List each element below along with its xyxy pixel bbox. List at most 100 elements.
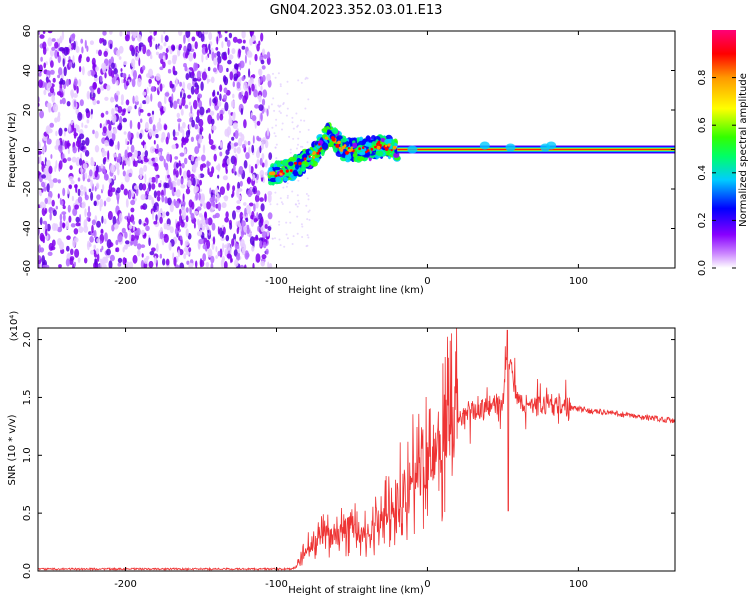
x-tick-label: 0 [424, 579, 430, 590]
signal-core [274, 174, 278, 178]
noise-blob [163, 182, 168, 189]
noise-blob [261, 65, 266, 70]
noise-blob [224, 31, 228, 34]
noise-speckle [274, 76, 277, 79]
noise-blob [63, 66, 67, 77]
noise-blob [225, 234, 230, 242]
signal-core [390, 149, 393, 152]
noise-speckle [278, 220, 281, 223]
y-tick-label: -40 [22, 220, 33, 236]
noise-blob [158, 182, 162, 188]
noise-blob [179, 262, 185, 268]
noise-blob [108, 178, 112, 183]
noise-speckle [270, 103, 273, 106]
noise-blob [118, 122, 123, 131]
noise-blob [192, 77, 198, 82]
noise-blob [210, 255, 215, 264]
noise-blob [58, 127, 63, 137]
noise-blob [44, 207, 48, 214]
noise-blob [48, 165, 53, 174]
noise-blob [256, 120, 261, 126]
noise-blob [227, 59, 232, 65]
noise-blob [149, 31, 153, 34]
noise-blob [231, 238, 235, 247]
noise-blob [241, 242, 247, 253]
noise-blob [212, 189, 215, 194]
signal-core [282, 172, 285, 175]
noise-blob [138, 182, 144, 191]
noise-blob [114, 95, 119, 102]
noise-blob [137, 77, 142, 88]
noise-speckle [297, 199, 300, 202]
noise-blob [221, 202, 227, 209]
noise-blob [258, 94, 262, 103]
noise-blob [157, 101, 162, 109]
colorbar-label: Normalized spectral amplitude [738, 73, 749, 227]
noise-blob [201, 53, 204, 63]
colorbar-tick-label: 0.0 [697, 260, 708, 276]
noise-blob [169, 80, 173, 88]
noise-blob [41, 181, 45, 188]
noise-speckle [275, 143, 278, 146]
noise-blob [152, 37, 156, 42]
noise-blob [237, 188, 243, 192]
noise-blob [44, 181, 47, 188]
signal-blob [327, 129, 331, 134]
noise-blob [131, 78, 136, 88]
noise-blob [70, 223, 76, 228]
noise-speckle [281, 122, 284, 125]
noise-blob [173, 256, 177, 267]
noise-speckle [285, 114, 288, 117]
noise-blob [179, 152, 185, 157]
noise-blob [174, 156, 179, 160]
noise-blob [266, 51, 271, 59]
noise-speckle [297, 79, 300, 82]
noise-blob [190, 173, 195, 178]
noise-speckle [285, 221, 288, 224]
noise-speckle [291, 121, 294, 124]
noise-blob [197, 93, 203, 99]
noise-blob [163, 124, 168, 131]
noise-blob [262, 74, 266, 82]
signal-blob [308, 161, 314, 165]
noise-blob [41, 161, 44, 166]
noise-blob [125, 34, 130, 42]
noise-speckle [297, 143, 299, 146]
carrier-blip [546, 141, 557, 150]
noise-blob [261, 153, 265, 160]
noise-blob [187, 37, 190, 43]
noise-speckle [275, 157, 278, 160]
noise-blob [267, 225, 272, 231]
noise-blob [234, 157, 237, 166]
noise-blob [195, 260, 198, 268]
noise-blob [240, 107, 244, 116]
noise-blob [224, 244, 227, 249]
noise-blob [60, 79, 66, 85]
noise-blob [51, 199, 55, 207]
noise-speckle [301, 236, 304, 238]
noise-blob [155, 175, 158, 184]
noise-blob [96, 100, 100, 105]
noise-blob [178, 31, 183, 36]
noise-blob [253, 218, 258, 223]
spectrogram-y-ticks: -60 -40 -20 0 20 40 60 [22, 25, 675, 276]
noise-speckle [307, 210, 310, 213]
noise-speckle [299, 130, 301, 133]
noise-blob [186, 251, 190, 256]
signal-blob [391, 139, 395, 147]
signal-blob [283, 177, 289, 182]
noise-blob [212, 67, 217, 73]
noise-blob [124, 149, 128, 158]
noise-blob [164, 196, 168, 204]
noise-blob [103, 218, 107, 225]
noise-blob [61, 97, 66, 105]
signal-core [312, 152, 316, 156]
noise-blob [165, 162, 169, 171]
x-tick-label: -100 [265, 579, 288, 590]
noise-blob [117, 233, 123, 243]
noise-blob [199, 106, 205, 116]
noise-blob [134, 160, 138, 167]
noise-blob [260, 85, 263, 91]
signal-blob [302, 153, 308, 159]
